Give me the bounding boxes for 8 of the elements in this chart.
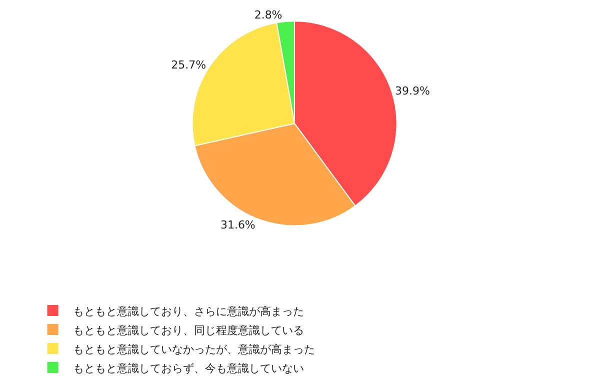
data-label: 2.8% [254,8,282,22]
legend-label: もともと意識していなかったが、意識が高まった [72,342,315,356]
data-label: 25.7% [171,58,206,72]
legend-label: もともと意識しており、さらに意識が高まった [72,304,304,318]
data-label: 39.9% [394,84,430,98]
legend-label: もともと意識しており、同じ程度意識している [72,324,304,337]
data-label: 31.6% [220,218,256,232]
legend-label: もともと意識しておらず、今も意識していない [72,362,304,375]
